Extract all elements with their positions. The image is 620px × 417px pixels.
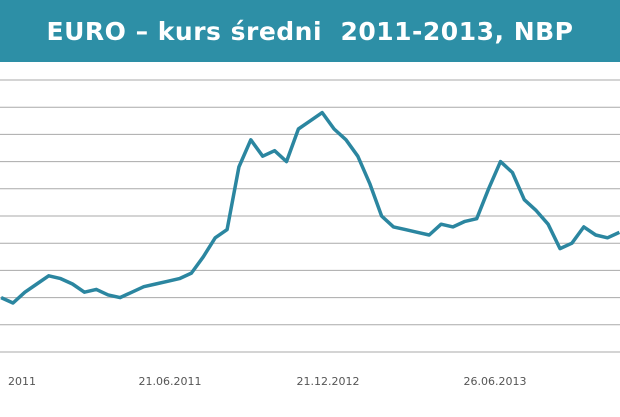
x-tick-label: 21.12.2012 [297,375,360,388]
series-layer [0,110,620,305]
line-chart: 2011 21.06.2011 21.12.2012 26.06.2013 [0,79,620,388]
x-tick-label: 2011 [8,375,36,388]
series-line-euro [0,110,620,305]
chart-title-bar: EURO – kurs średni 2011-2013, NBP [0,0,620,62]
x-tick-label: 26.06.2013 [464,375,527,388]
chart-title: EURO – kurs średni 2011-2013, NBP [46,16,574,46]
x-tick-labels: 2011 21.06.2011 21.12.2012 26.06.2013 [8,375,526,388]
chart-area: 2011 21.06.2011 21.12.2012 26.06.2013 [0,62,620,413]
x-tick-label: 21.06.2011 [139,375,202,388]
gridlines [0,79,620,353]
